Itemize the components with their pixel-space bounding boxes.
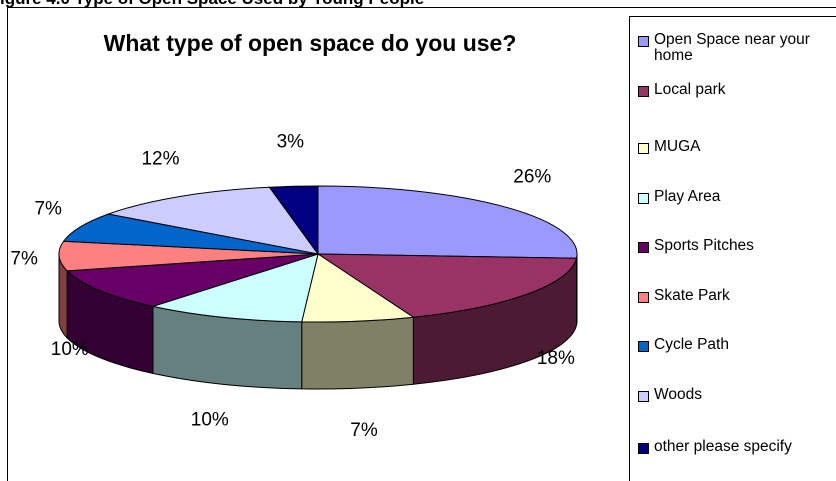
data-label-other-please-specify: 3%	[277, 132, 305, 153]
legend-swatch	[638, 341, 649, 352]
legend-label: Skate Park	[654, 287, 730, 304]
legend-swatch	[638, 86, 649, 97]
pie-slice-muga	[301, 253, 415, 323]
legend-swatch	[638, 36, 649, 47]
data-label-cycle-path: 7%	[34, 199, 62, 220]
legend-label: other please specify	[654, 438, 792, 455]
data-label-sports-pitches: 10%	[51, 339, 89, 360]
data-label-play-area: 10%	[191, 409, 229, 430]
data-label-open-space-near-your-home: 26%	[513, 166, 551, 187]
pie-slice-skate-park	[58, 240, 319, 272]
data-label-skate-park: 7%	[10, 249, 38, 270]
legend-swatch	[638, 391, 649, 402]
chart-legend: Open Space near your home Local park MUGA P…	[629, 16, 836, 481]
pie-slice-play-area	[150, 253, 319, 323]
legend-label: Cycle Path	[654, 336, 729, 353]
chart-title: What type of open space do you use?	[103, 30, 517, 56]
legend-swatch	[638, 443, 649, 454]
pie-slice-other-please-specify	[268, 185, 319, 256]
legend-label: Sports Pitches	[654, 237, 754, 254]
legend-label: Woods	[654, 386, 702, 403]
legend-swatch	[638, 292, 649, 303]
pie-slice-cycle-path	[62, 213, 319, 255]
chart-frame	[7, 7, 836, 481]
legend-label: Open Space near your home	[654, 31, 810, 64]
legend-swatch	[638, 143, 649, 154]
data-label-muga: 7%	[350, 420, 378, 441]
legend-label: Play Area	[654, 188, 721, 205]
legend-label: MUGA	[654, 138, 701, 155]
data-label-woods: 12%	[141, 148, 179, 169]
legend-swatch	[638, 242, 649, 253]
pie-slice-local-park	[316, 253, 578, 318]
pie-slice-woods	[106, 186, 320, 255]
legend-swatch	[638, 193, 649, 204]
pie-side-muga	[301, 316, 414, 390]
legend-label: Local park	[654, 81, 726, 98]
data-label-local-park: 18%	[537, 348, 575, 369]
figure-caption: igure 4.0 Type of Open Space Used by You…	[0, 0, 836, 9]
pie-slice-open-space-near-your-home	[317, 185, 578, 259]
